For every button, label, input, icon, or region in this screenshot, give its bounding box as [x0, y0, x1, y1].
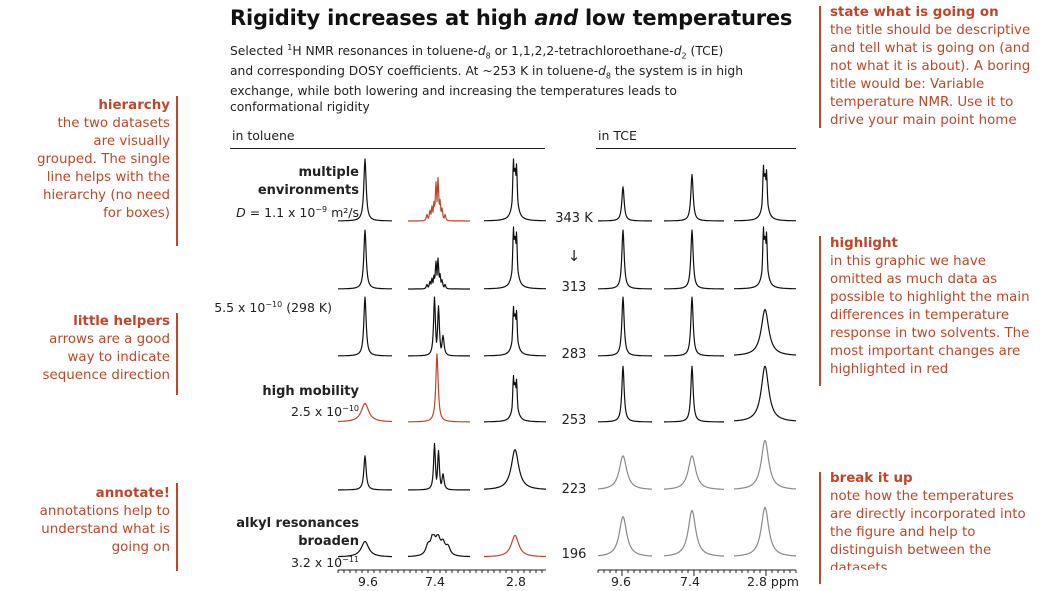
axis-tick-label: 7.4	[425, 574, 445, 589]
nmr-spectrum-toluene-223-peak-2	[407, 442, 471, 491]
note-state-what-is-going-on: state what is going on the title should …	[830, 5, 1031, 128]
row-label-environments: environments	[257, 183, 359, 198]
row-label-diffusion-298: 5.5 x 10−10 (298 K)	[214, 300, 332, 316]
nmr-spectrum-toluene-283-peak-1	[337, 296, 393, 357]
nmr-spectrum-toluene-313-peak-3	[483, 226, 547, 290]
row-label-high-mobility: high mobility	[262, 384, 359, 399]
temperature-label: 253	[561, 413, 587, 428]
nmr-spectrum-toluene-253-peak-2	[407, 353, 471, 423]
nmr-spectrum-tce-313-peak-3	[733, 226, 797, 290]
note-break-it-up: break it up note how the temperatures ar…	[830, 471, 1026, 570]
nmr-spectrum-tce-313-peak-2	[663, 229, 725, 290]
note-hierarchy: hierarchy the two datasets are visually …	[37, 98, 170, 221]
nmr-spectrum-tce-253-peak-3	[733, 365, 797, 422]
row-label-diffusion-196: 3.2 x 10−11	[290, 555, 359, 571]
nmr-spectrum-tce-343-peak-1	[597, 186, 653, 222]
nmr-spectrum-tce-283-peak-2	[663, 296, 725, 357]
nmr-spectrum-toluene-253-peak-1	[337, 402, 393, 423]
nmr-spectrum-tce-196-peak-1	[597, 516, 653, 557]
nmr-spectrum-tce-196-peak-3	[733, 506, 797, 557]
temperature-label: 223	[561, 482, 587, 497]
section-label-tce: in TCE	[598, 128, 637, 143]
nmr-spectrum-tce-253-peak-1	[597, 365, 653, 423]
nmr-spectrum-tce-343-peak-2	[663, 173, 725, 222]
page-title: Rigidity increases at high and low tempe…	[230, 6, 793, 30]
row-label-broaden: broaden	[298, 534, 359, 549]
nmr-spectrum-toluene-196-peak-2	[407, 534, 471, 558]
note-highlight: highlight in this graphic we have omitte…	[830, 236, 1030, 377]
row-label-alkyl: alkyl resonances	[236, 516, 359, 531]
note-bar	[176, 96, 178, 246]
temperature-label: 283	[561, 347, 587, 362]
nmr-spectrum-tce-223-peak-1	[597, 455, 653, 490]
nmr-spectrum-toluene-223-peak-3	[483, 449, 547, 490]
nmr-spectrum-toluene-223-peak-1	[337, 455, 393, 491]
row-label-diffusion-253: 2.5 x 10−10	[290, 404, 359, 420]
nmr-spectrum-toluene-313-peak-2	[407, 257, 471, 290]
note-bar	[819, 6, 821, 128]
note-bar	[819, 236, 821, 386]
note-bar	[176, 483, 178, 571]
x-axis-tce	[597, 569, 797, 576]
nmr-spectrum-toluene-313-peak-1	[337, 229, 393, 290]
axis-tick-label: 9.6	[358, 574, 378, 589]
axis-tick-label: 9.6	[611, 574, 631, 589]
nmr-spectrum-tce-283-peak-3	[733, 308, 797, 356]
row-label-multiple: multiple	[298, 165, 359, 180]
note-annotate: annotate! annotations help to understand…	[39, 486, 170, 555]
nmr-spectrum-tce-253-peak-2	[663, 365, 725, 423]
nmr-spectrum-toluene-343-peak-3	[483, 158, 547, 222]
axis-tick-label: 2.8	[506, 574, 526, 589]
row-label-diffusion-343: D = 1.1 x 10−9 m²/s	[236, 205, 359, 221]
note-bar	[819, 472, 821, 584]
note-little-helpers: little helpers arrows are a good way to …	[42, 314, 170, 383]
axis-tick-label: 2.8 ppm	[747, 574, 799, 589]
temperature-label: 196	[561, 547, 587, 562]
nmr-spectrum-toluene-196-peak-1	[337, 540, 393, 558]
nmr-spectrum-toluene-196-peak-3	[483, 534, 547, 558]
nmr-spectrum-tce-223-peak-2	[663, 455, 725, 490]
axis-tick-label: 7.4	[680, 574, 700, 589]
nmr-spectrum-tce-313-peak-1	[597, 229, 653, 290]
section-rule-tce	[596, 148, 796, 149]
section-label-toluene: in toluene	[232, 128, 295, 143]
nmr-spectrum-tce-223-peak-3	[733, 439, 797, 490]
nmr-spectrum-toluene-253-peak-3	[483, 374, 547, 423]
nmr-spectrum-tce-343-peak-3	[733, 164, 797, 222]
subtitle: Selected 1H NMR resonances in toluene-d8…	[230, 43, 744, 114]
section-rule-toluene	[230, 148, 545, 149]
nmr-spectrum-toluene-343-peak-1	[337, 158, 393, 222]
nmr-spectrum-toluene-343-peak-2	[407, 177, 471, 222]
nmr-spectrum-toluene-283-peak-3	[483, 305, 547, 357]
nmr-spectrum-tce-196-peak-2	[663, 509, 725, 557]
nmr-spectrum-tce-283-peak-1	[597, 296, 653, 357]
temperature-label: 313	[561, 280, 587, 295]
temperature-label: 343 K	[555, 211, 593, 226]
sequence-arrow-icon: ↓	[567, 247, 581, 265]
nmr-spectrum-toluene-283-peak-2	[407, 296, 471, 357]
x-axis-toluene	[337, 569, 546, 573]
note-bar	[176, 313, 178, 395]
